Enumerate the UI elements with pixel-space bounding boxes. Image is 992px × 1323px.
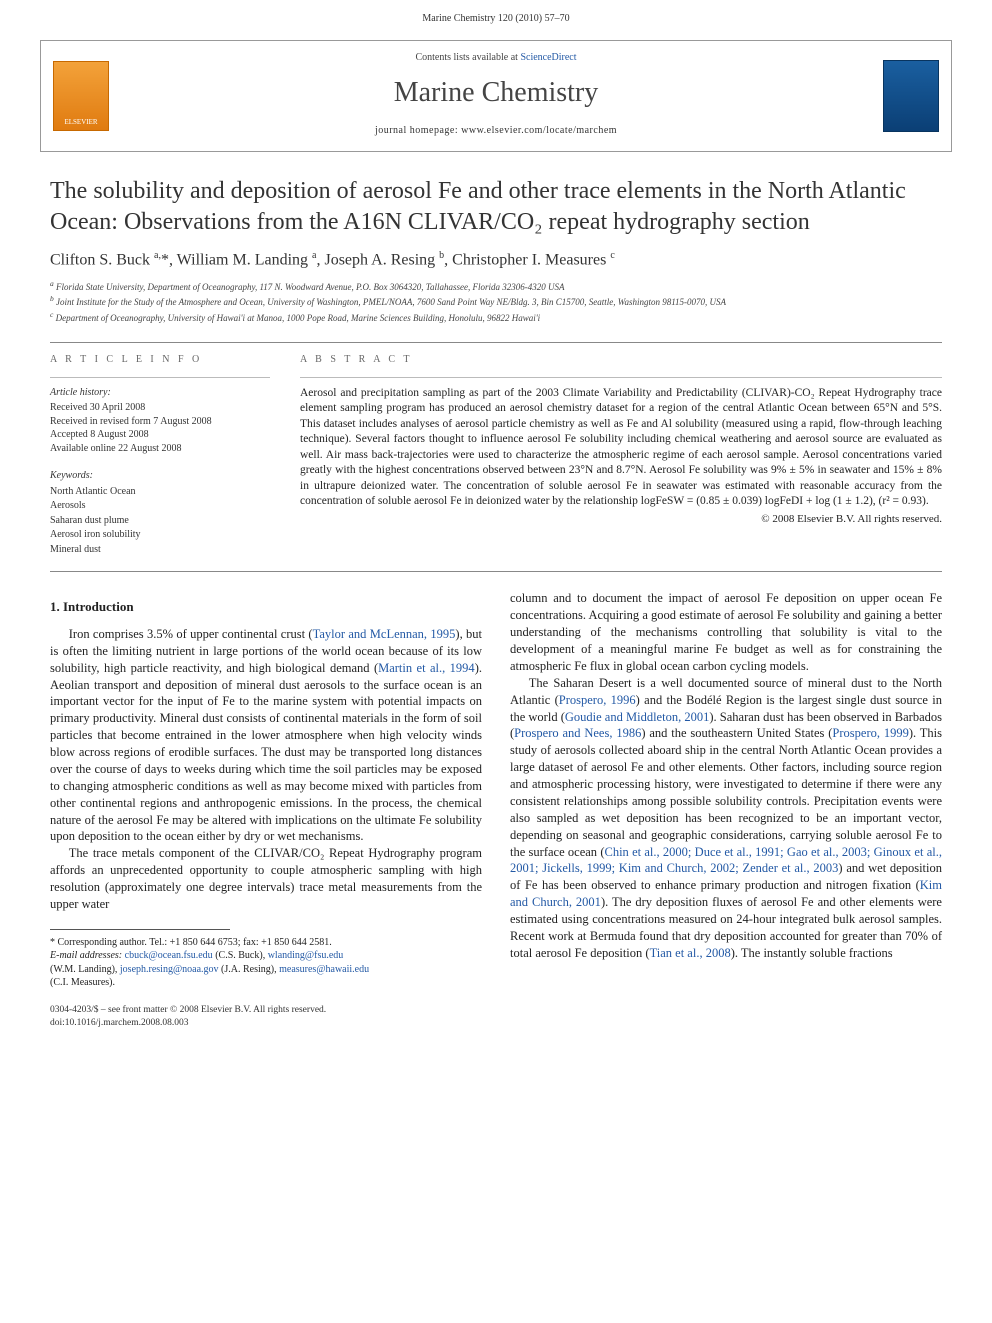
- footnote-separator: [50, 929, 230, 930]
- abstract: A B S T R A C T Aerosol and precipitatio…: [300, 353, 942, 557]
- email-link[interactable]: wlanding@fsu.edu: [268, 950, 344, 961]
- journal-cover-icon: [883, 60, 939, 132]
- contents-line-text: Contents lists available at: [415, 52, 520, 63]
- history-line: Received 30 April 2008: [50, 401, 270, 415]
- intro-para-4: The Saharan Desert is a well documented …: [510, 675, 942, 962]
- homepage-label: journal homepage:: [375, 125, 461, 136]
- history-line: Received in revised form 7 August 2008: [50, 415, 270, 429]
- keywords-hdr: Keywords:: [50, 469, 270, 483]
- affiliation-b: b Joint Institute for the Study of the A…: [50, 294, 942, 309]
- rule-top: [50, 342, 942, 343]
- section-heading-intro: 1. Introduction: [50, 598, 482, 616]
- citation-link[interactable]: Martin et al., 1994: [378, 661, 475, 675]
- abstract-text: Aerosol and precipitation sampling as pa…: [300, 386, 942, 510]
- citation-link[interactable]: Prospero, 1996: [559, 693, 636, 707]
- journal-name: Marine Chemistry: [55, 74, 937, 112]
- journal-header-box: ELSEVIER Contents lists available at Sci…: [40, 40, 952, 153]
- citation-link[interactable]: Prospero, 1999: [832, 726, 908, 740]
- keyword: Aerosols: [50, 499, 270, 514]
- article-info-abstract-row: A R T I C L E I N F O Article history: R…: [50, 353, 942, 557]
- abstract-copyright: © 2008 Elsevier B.V. All rights reserved…: [300, 512, 942, 527]
- email-link[interactable]: measures@hawaii.edu: [279, 964, 369, 975]
- elsevier-logo-icon: ELSEVIER: [53, 61, 109, 131]
- authors: Clifton S. Buck a,*, William M. Landing …: [50, 249, 942, 271]
- intro-para-2: The trace metals component of the CLIVAR…: [50, 845, 482, 913]
- footer-doi: doi:10.1016/j.marchem.2008.08.003: [50, 1017, 942, 1030]
- footnote-emails: E-mail addresses: cbuck@ocean.fsu.edu (C…: [50, 949, 482, 990]
- running-head: Marine Chemistry 120 (2010) 57–70: [0, 0, 992, 34]
- body-columns: 1. Introduction Iron comprises 3.5% of u…: [50, 590, 942, 989]
- intro-para-3: column and to document the impact of aer…: [510, 590, 942, 674]
- citation-link[interactable]: Prospero and Nees, 1986: [514, 726, 641, 740]
- sciencedirect-link[interactable]: ScienceDirect: [520, 52, 576, 63]
- rule-bottom: [50, 571, 942, 572]
- intro-para-1: Iron comprises 3.5% of upper continental…: [50, 626, 482, 845]
- keyword: Saharan dust plume: [50, 514, 270, 529]
- history-line: Available online 22 August 2008: [50, 442, 270, 456]
- article-info: A R T I C L E I N F O Article history: R…: [50, 353, 270, 557]
- article-info-hdr: A R T I C L E I N F O: [50, 353, 270, 367]
- affiliations: a Florida State University, Department o…: [50, 279, 942, 325]
- journal-homepage: journal homepage: www.elsevier.com/locat…: [55, 124, 937, 138]
- footer-issn: 0304-4203/$ – see front matter © 2008 El…: [50, 1004, 942, 1017]
- history-hdr: Article history:: [50, 386, 270, 400]
- abstract-hdr: A B S T R A C T: [300, 353, 942, 367]
- page-footer: 0304-4203/$ – see front matter © 2008 El…: [50, 1004, 942, 1030]
- email-link[interactable]: joseph.resing@noaa.gov: [120, 964, 219, 975]
- homepage-url: www.elsevier.com/locate/marchem: [461, 125, 617, 136]
- citation-link[interactable]: Tian et al., 2008: [650, 946, 731, 960]
- email-link[interactable]: cbuck@ocean.fsu.edu: [125, 950, 213, 961]
- footnote-corr: * Corresponding author. Tel.: +1 850 644…: [50, 936, 482, 950]
- keyword: North Atlantic Ocean: [50, 485, 270, 500]
- corresponding-author-footnote: * Corresponding author. Tel.: +1 850 644…: [50, 936, 482, 990]
- article-title: The solubility and deposition of aerosol…: [50, 176, 942, 238]
- citation-link[interactable]: Goudie and Middleton, 2001: [565, 710, 709, 724]
- affiliation-a: a Florida State University, Department o…: [50, 279, 942, 294]
- keyword: Aerosol iron solubility: [50, 528, 270, 543]
- keyword: Mineral dust: [50, 543, 270, 558]
- history-line: Accepted 8 August 2008: [50, 428, 270, 442]
- contents-line: Contents lists available at ScienceDirec…: [55, 51, 937, 65]
- citation-link[interactable]: Taylor and McLennan, 1995: [313, 627, 456, 641]
- affiliation-c: c Department of Oceanography, University…: [50, 310, 942, 325]
